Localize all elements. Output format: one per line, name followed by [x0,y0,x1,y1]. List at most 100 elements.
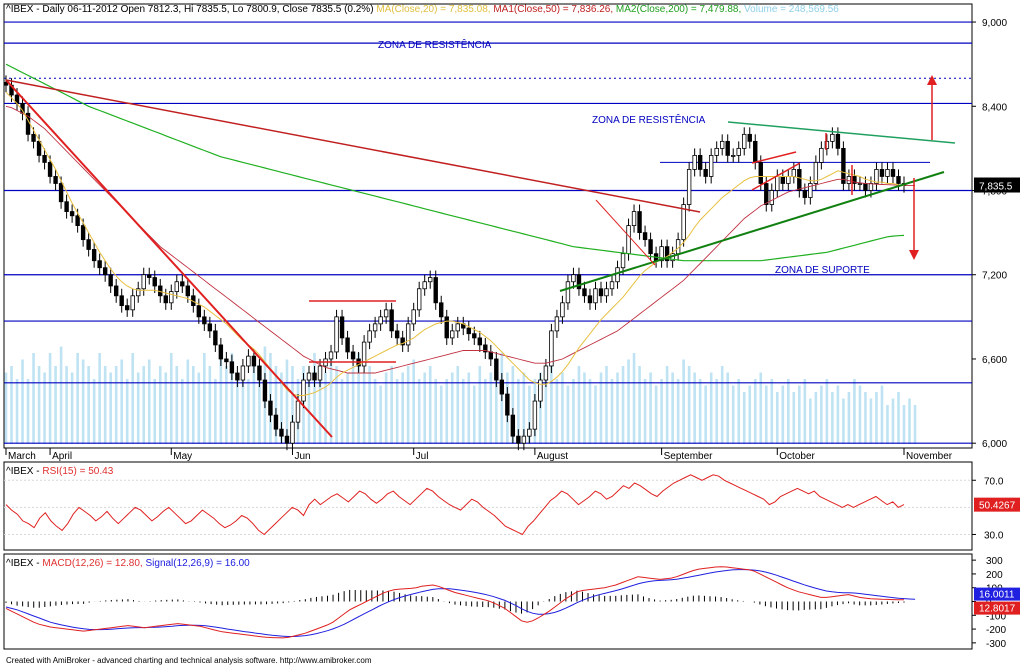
volume-bar [831,392,834,444]
volume-bar [456,366,460,444]
target-down-arrowhead [909,250,919,260]
candle [284,429,290,451]
volume-bar [313,353,316,444]
candle [383,302,389,324]
candle [394,323,400,345]
volume-bar [908,398,911,444]
candle [273,408,279,437]
candle [428,270,433,289]
candle [433,270,438,310]
candle [229,354,235,381]
volume-bar [748,385,752,444]
candle [587,288,593,310]
last-price-badge [974,177,1020,193]
candle [510,408,516,444]
volume-bar [605,366,608,444]
volume-bar [423,372,426,444]
candle [169,284,174,310]
volume-bar [726,372,730,444]
candle [411,302,416,331]
candle [42,148,47,170]
volume-bar [186,359,190,444]
price-tick-label: 6,600 [982,355,1007,366]
month-label: Jun [294,451,310,462]
volume-bar [335,366,338,444]
candle [444,309,449,345]
volume-bar [225,366,228,444]
volume-bar [285,359,289,444]
candlesticks [3,75,907,451]
volume-bar [764,385,768,444]
volume-bar [37,366,41,444]
volume-bar [21,359,24,444]
support-label: ZONA DE SUPORTE [775,265,870,276]
volume-bar [566,385,570,444]
candle [180,274,185,293]
volume-bar [252,359,256,444]
candle [521,429,527,451]
candle [631,204,637,233]
volume-bar [230,353,234,444]
ma20-line [5,91,905,396]
candle [857,176,863,191]
target-up-arrowhead [927,75,937,85]
ma200-line [5,63,905,262]
volume-bar [15,379,19,444]
rsi-tick-label: 30.0 [984,530,1004,541]
volume-bar [511,366,515,444]
resist-mid-label: ZONA DE RESISTÊNCIA [592,113,706,126]
macd-signal-value: 16.0011 [979,590,1015,601]
candle [466,321,471,341]
volume-bar [368,366,371,444]
volume-bar [241,366,245,444]
volume-bar [395,379,399,444]
candle [64,194,69,219]
candle [659,239,664,268]
volume-bar [484,379,487,444]
signal-series [5,569,916,637]
volume-bar [544,366,548,444]
volume-bar [577,366,581,444]
volume-bar [43,372,46,444]
volume-bar [114,366,118,444]
volume-bar [627,359,630,444]
resist-top-label: ZONA DE RESISTÊNCIA [378,38,492,51]
month-label: October [779,451,815,462]
candle [719,134,725,156]
volume-bar [169,353,173,444]
candle [174,274,179,299]
candle [571,267,576,289]
volume-bar [136,372,140,444]
candle [885,162,890,184]
volume-bar [131,353,135,444]
candle [334,309,339,359]
volume-bar [853,379,856,444]
volume-bar [528,385,531,444]
candle [681,197,686,247]
volume-bar [698,379,702,444]
candle [637,204,642,240]
candle [455,316,460,338]
volume-bar [643,379,647,444]
candle [477,330,482,352]
candle [483,337,488,359]
axes: 9,0008,4007,8007,2006,6006,000MarchApril… [5,18,1020,462]
candle [708,148,714,184]
volume-bar [820,385,823,444]
candle [747,127,752,149]
candle [389,302,394,338]
volume-bar [522,372,526,444]
candle [339,309,345,345]
volume-bar [274,366,278,444]
volume-bar [214,379,217,444]
rsi-value-label: 50.4267 [979,501,1016,512]
volume-bar [836,385,840,444]
volume-bar [87,366,90,444]
volume-bar [842,398,845,444]
ma200-label: MA2(Close,200) = 7,479.88, [616,4,741,15]
candle [819,141,824,170]
volume-bar [886,405,889,444]
candle [560,295,565,324]
volume-label: Volume = 248,569.56 [744,4,839,15]
